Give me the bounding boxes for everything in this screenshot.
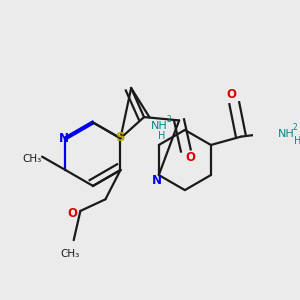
Text: 2: 2 (293, 124, 298, 133)
Text: 2: 2 (166, 115, 171, 124)
Text: CH₃: CH₃ (61, 249, 80, 259)
Text: O: O (72, 254, 73, 255)
Text: N: N (152, 174, 162, 187)
Text: H: H (158, 131, 165, 141)
Text: N: N (59, 132, 69, 145)
Text: methoxy: methoxy (66, 252, 72, 254)
Text: H: H (294, 136, 300, 146)
Text: O: O (185, 151, 195, 164)
Text: O: O (67, 207, 77, 220)
Text: NH: NH (151, 121, 168, 131)
Text: O: O (226, 88, 236, 101)
Text: S: S (116, 131, 126, 144)
Text: CH₃: CH₃ (22, 154, 42, 164)
Text: NH: NH (278, 129, 295, 139)
